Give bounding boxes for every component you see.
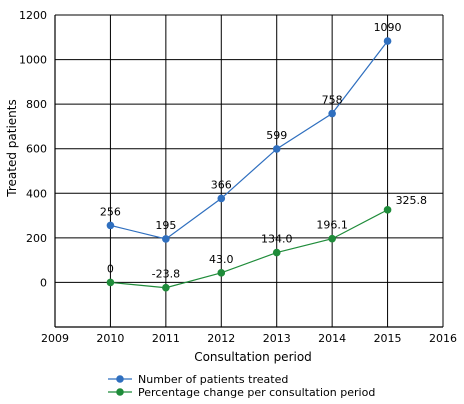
- legend-marker: [116, 388, 124, 396]
- x-tick-label: 2015: [374, 332, 402, 345]
- data-label: 195: [155, 219, 176, 232]
- legend-item: Number of patients treated: [108, 373, 288, 386]
- series-line: [110, 209, 388, 289]
- data-point: [383, 206, 392, 214]
- legend-label: Number of patients treated: [138, 373, 288, 386]
- data-label: 366: [211, 178, 232, 191]
- series-2: 0 -23.8 43.0 134.0 196.1 325.8: [106, 194, 428, 292]
- y-tick-label: 200: [26, 232, 47, 245]
- data-label: 134.0: [261, 233, 293, 246]
- series-1: 256 195 366 599 758 1090: [100, 21, 402, 243]
- y-tick-label: 800: [26, 98, 47, 111]
- x-tick-label: 2013: [263, 332, 291, 345]
- y-tick-label: 400: [26, 187, 47, 200]
- x-tick-label: 2016: [429, 332, 457, 345]
- x-tick-label: 2009: [41, 332, 69, 345]
- data-point: [272, 145, 281, 153]
- data-point: [383, 37, 392, 45]
- tick-labels: 0 200 400 600 800 1000 1200 2009 2010 2011 2012 201…: [19, 9, 457, 345]
- data-point: [217, 194, 226, 203]
- data-point: [328, 234, 336, 243]
- data-label: 758: [322, 94, 343, 107]
- data-point: [162, 235, 170, 243]
- legend-item: Percentage change per consultation perio…: [108, 386, 375, 399]
- data-point: [272, 248, 281, 257]
- legend-label: Percentage change per consultation perio…: [138, 386, 375, 399]
- data-point: [328, 109, 336, 118]
- legend-marker: [116, 375, 124, 383]
- data-point: [162, 283, 170, 292]
- data-point: [106, 278, 115, 287]
- data-label: -23.8: [152, 268, 180, 281]
- data-label: 599: [266, 129, 287, 142]
- data-label: 325.8: [396, 194, 428, 207]
- x-axis-label: Consultation period: [194, 350, 312, 364]
- data-point: [217, 269, 226, 277]
- data-label: 196.1: [316, 219, 348, 232]
- data-label: 0: [107, 262, 114, 275]
- series-line: [110, 40, 389, 240]
- x-tick-label: 2011: [152, 332, 180, 345]
- data-point: [106, 221, 115, 230]
- axes: [54, 15, 443, 328]
- y-tick-label: 1200: [19, 9, 47, 22]
- data-label: 1090: [374, 21, 402, 34]
- data-label: 256: [100, 205, 121, 218]
- data-label: 43.0: [209, 253, 234, 266]
- grid-lines: [54, 14, 444, 328]
- x-tick-label: 2012: [207, 332, 235, 345]
- y-tick-label: 1000: [19, 54, 47, 67]
- x-tick-label: 2014: [318, 332, 346, 345]
- y-tick-label: 0: [40, 276, 47, 289]
- x-tick-label: 2010: [96, 332, 124, 345]
- y-axis-label: Treated patients: [5, 99, 19, 197]
- series: 256 195 366 599 758 1090 0 -23.8 43.0 134.0 196.1 3…: [100, 21, 428, 292]
- y-tick-label: 600: [26, 143, 47, 156]
